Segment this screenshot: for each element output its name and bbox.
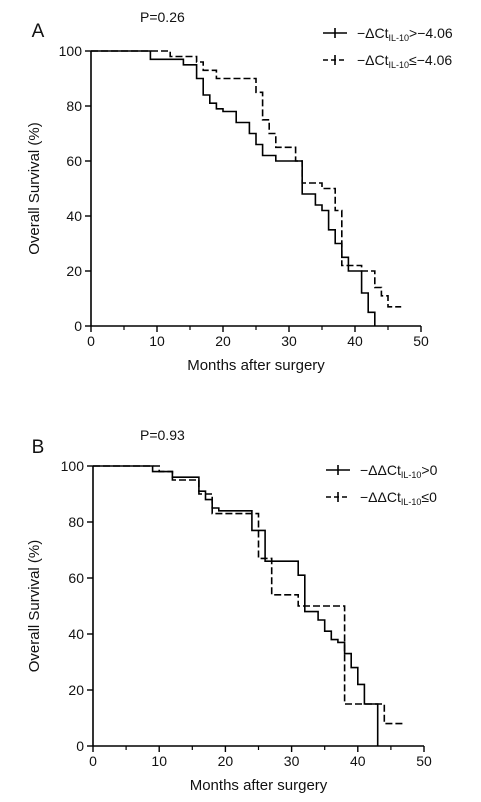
legend-label-suffix: ≤−4.06 (409, 52, 452, 68)
x-tick-label: 30 (281, 333, 297, 349)
y-tick-label: 0 (76, 738, 84, 754)
series-dashed-line (93, 465, 405, 725)
legend-label-subscript: IL-10 (389, 33, 410, 43)
panel-letter: B (32, 437, 45, 458)
legend-label-suffix: >0 (421, 462, 437, 478)
legend-label-suffix: ≤0 (421, 489, 437, 505)
y-tick-label: 40 (68, 626, 84, 642)
series-solid-line (93, 465, 379, 746)
legend-label-subscript: IL-10 (389, 60, 410, 70)
x-tick-label: 40 (347, 333, 363, 349)
y-tick-label: 100 (61, 458, 85, 474)
y-axis-label: Overall Survival (%) (26, 540, 43, 673)
x-tick-label: 10 (151, 753, 167, 769)
legend-label-main: −ΔCt (357, 52, 389, 68)
x-axis-label: Months after surgery (190, 777, 328, 794)
legend-label: −ΔCtIL-10>−4.06 (357, 25, 453, 43)
legend-label: −ΔCtIL-10≤−4.06 (357, 52, 452, 70)
y-tick-label: 80 (68, 514, 84, 530)
y-tick-label: 60 (68, 570, 84, 586)
series-dashed-line (91, 50, 402, 308)
p-value: P=0.93 (140, 427, 185, 443)
legend-label-subscript: IL-10 (401, 497, 422, 507)
legend-label-main: −ΔCt (357, 25, 389, 41)
y-tick-label: 60 (66, 153, 82, 169)
panel-a: A P=0.26 0 20 40 60 80 100 0 10 20 30 40 50 Months aft… (26, 9, 453, 374)
p-value: P=0.26 (140, 9, 185, 25)
panel-b: B P=0.93 0 20 40 60 80 100 0 10 20 30 40 50 Months aft… (26, 427, 438, 794)
x-tick-label: 0 (89, 753, 97, 769)
y-tick-label: 20 (68, 682, 84, 698)
x-tick-label: 10 (149, 333, 165, 349)
x-tick-label: 50 (413, 333, 429, 349)
x-tick-label: 20 (215, 333, 231, 349)
y-tick-label: 20 (66, 263, 82, 279)
x-tick-label: 40 (350, 753, 366, 769)
legend-label-suffix: >−4.06 (409, 25, 453, 41)
y-tick-label: 100 (59, 43, 83, 59)
legend-label-main: −ΔΔCt (360, 462, 401, 478)
series-solid-line (91, 50, 376, 326)
legend-label-subscript: IL-10 (401, 470, 422, 480)
legend-label: −ΔΔCtIL-10≤0 (360, 489, 437, 507)
panel-letter: A (32, 21, 45, 42)
legend-label-main: −ΔΔCt (360, 489, 401, 505)
x-axis-label: Months after surgery (187, 357, 325, 374)
y-tick-label: 80 (66, 98, 82, 114)
y-tick-label: 40 (66, 208, 82, 224)
legend-label: −ΔΔCtIL-10>0 (360, 462, 438, 480)
x-tick-label: 50 (416, 753, 432, 769)
x-tick-label: 0 (87, 333, 95, 349)
y-axis-label: Overall Survival (%) (26, 122, 43, 255)
x-tick-label: 30 (284, 753, 300, 769)
x-tick-label: 20 (218, 753, 234, 769)
y-tick-label: 0 (74, 318, 82, 334)
